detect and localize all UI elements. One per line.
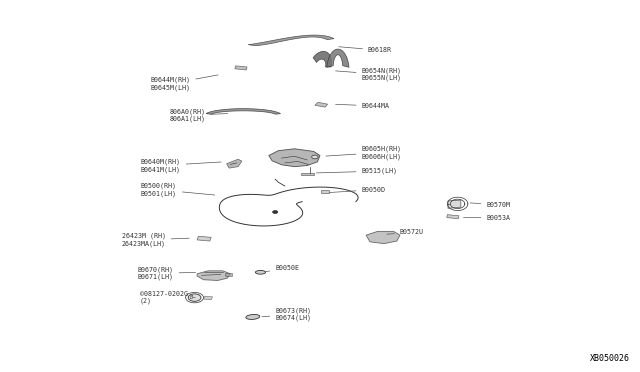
Polygon shape — [301, 173, 314, 175]
Ellipse shape — [246, 314, 260, 320]
Polygon shape — [366, 231, 400, 244]
Text: B: B — [189, 295, 193, 300]
Text: B0670(RH)
B0671(LH): B0670(RH) B0671(LH) — [138, 266, 196, 280]
Circle shape — [273, 211, 278, 214]
Text: B0515(LH): B0515(LH) — [316, 168, 397, 174]
Text: B0605H(RH)
B0606H(LH): B0605H(RH) B0606H(LH) — [326, 145, 402, 160]
Polygon shape — [321, 190, 329, 193]
Polygon shape — [197, 271, 230, 280]
Polygon shape — [225, 273, 232, 276]
Ellipse shape — [255, 270, 266, 274]
Polygon shape — [227, 159, 242, 168]
Text: B0644MA: B0644MA — [335, 103, 390, 109]
Text: B0570M: B0570M — [470, 202, 511, 208]
Text: B0640M(RH)
B0641M(LH): B0640M(RH) B0641M(LH) — [141, 158, 221, 173]
Polygon shape — [447, 215, 459, 219]
Text: ©08127-0202G
(2): ©08127-0202G (2) — [140, 291, 195, 304]
Circle shape — [312, 155, 318, 159]
Text: B0500(RH)
B0501(LH): B0500(RH) B0501(LH) — [141, 183, 215, 197]
Text: B0673(RH)
B0674(LH): B0673(RH) B0674(LH) — [262, 307, 311, 321]
Polygon shape — [204, 296, 212, 300]
Text: B0618R: B0618R — [339, 47, 392, 53]
Polygon shape — [197, 236, 211, 241]
Polygon shape — [315, 102, 328, 107]
Text: B0644M(RH)
B0645M(LH): B0644M(RH) B0645M(LH) — [150, 75, 218, 91]
Polygon shape — [235, 66, 247, 70]
Polygon shape — [269, 149, 320, 167]
Text: XB050026: XB050026 — [590, 354, 630, 363]
Circle shape — [188, 294, 201, 301]
Text: B0053A: B0053A — [463, 215, 511, 221]
Text: B0572U: B0572U — [387, 230, 424, 235]
Text: B0050D: B0050D — [329, 187, 385, 193]
Polygon shape — [313, 51, 332, 67]
Text: 806A0(RH)
806A1(LH): 806A0(RH) 806A1(LH) — [170, 108, 228, 122]
Text: 26423M (RH)
26423MA(LH): 26423M (RH) 26423MA(LH) — [122, 233, 189, 247]
Polygon shape — [327, 49, 349, 67]
Polygon shape — [248, 35, 334, 46]
Text: B0654N(RH)
B0655N(LH): B0654N(RH) B0655N(LH) — [335, 67, 402, 81]
Polygon shape — [448, 200, 461, 208]
Text: B0050E: B0050E — [265, 265, 300, 272]
Polygon shape — [206, 109, 280, 114]
